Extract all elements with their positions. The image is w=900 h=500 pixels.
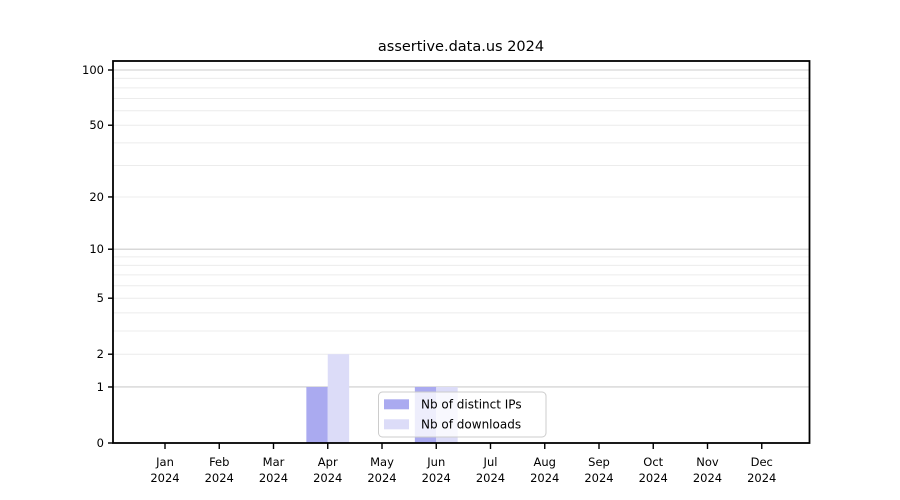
x-tick-label-jan: Jan xyxy=(155,455,174,469)
x-tick-sublabel-dec: 2024 xyxy=(747,471,776,485)
y-tick-label-10: 10 xyxy=(89,242,104,256)
x-tick-sublabel-nov: 2024 xyxy=(693,471,722,485)
legend: Nb of distinct IPs Nb of downloads xyxy=(378,391,547,438)
major-gridlines-layer xyxy=(113,69,810,388)
chart-title: assertive.data.us 2024 xyxy=(378,39,544,55)
legend-swatch-nb-of-downloads xyxy=(384,419,409,430)
y-tick-label-1: 1 xyxy=(97,380,104,394)
x-tick-label-nov: Nov xyxy=(696,455,719,469)
y-tick-label-2: 2 xyxy=(97,347,104,361)
y-tick-label-5: 5 xyxy=(97,291,104,305)
x-tick-label-feb: Feb xyxy=(209,455,229,469)
legend-label-nb-of-distinct-ips: Nb of distinct IPs xyxy=(421,398,522,412)
x-tick-label-apr: Apr xyxy=(318,455,338,469)
x-tick-sublabel-mar: 2024 xyxy=(259,471,288,485)
x-tick-sublabel-may: 2024 xyxy=(367,471,396,485)
x-axis: Jan 2024 Feb 2024 Mar 2024 Apr 2024 May 2024 Jun 20… xyxy=(150,443,776,485)
x-tick-label-dec: Dec xyxy=(751,455,773,469)
x-tick-sublabel-jul: 2024 xyxy=(476,471,505,485)
x-tick-sublabel-jan: 2024 xyxy=(150,471,179,485)
y-tick-label-100: 100 xyxy=(82,63,104,77)
minor-gridlines-layer xyxy=(113,77,810,355)
x-tick-label-aug: Aug xyxy=(534,455,556,469)
legend-label-nb-of-downloads: Nb of downloads xyxy=(421,418,521,432)
y-tick-label-50: 50 xyxy=(89,118,104,132)
y-tick-label-0: 0 xyxy=(97,436,104,450)
y-axis: 0 1 2 5 10 20 50 100 xyxy=(82,63,113,450)
bar-nb-of-distinct-ips-apr xyxy=(306,386,328,443)
x-tick-label-may: May xyxy=(370,455,394,469)
x-tick-sublabel-jun: 2024 xyxy=(422,471,451,485)
x-tick-sublabel-sep: 2024 xyxy=(584,471,613,485)
x-tick-sublabel-aug: 2024 xyxy=(530,471,559,485)
bar-nb-of-downloads-apr xyxy=(327,354,350,443)
x-tick-label-mar: Mar xyxy=(263,455,285,469)
x-tick-sublabel-oct: 2024 xyxy=(639,471,668,485)
x-tick-sublabel-apr: 2024 xyxy=(313,471,342,485)
x-tick-label-jun: Jun xyxy=(426,455,445,469)
x-tick-sublabel-feb: 2024 xyxy=(205,471,234,485)
legend-swatch-nb-of-distinct-ips xyxy=(384,399,409,410)
x-tick-label-jul: Jul xyxy=(483,455,498,469)
y-tick-label-20: 20 xyxy=(89,190,104,204)
legend-box xyxy=(378,391,547,438)
x-tick-label-sep: Sep xyxy=(588,455,610,469)
plot-border xyxy=(112,60,811,444)
x-tick-label-oct: Oct xyxy=(643,455,663,469)
